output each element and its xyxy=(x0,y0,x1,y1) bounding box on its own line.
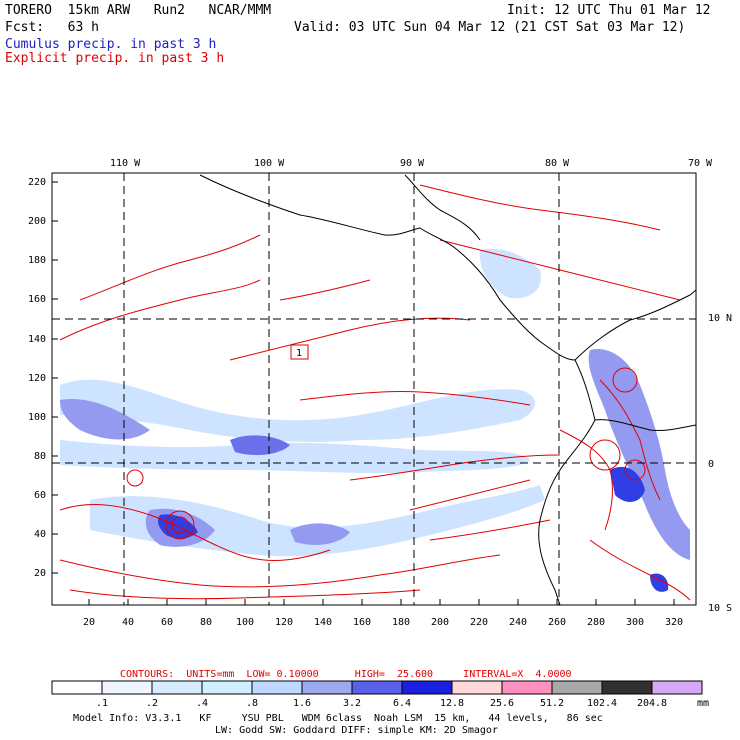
x-tick-label: 120 xyxy=(275,617,293,628)
colorbar-label: 6.4 xyxy=(392,698,412,709)
colorbar-swatch xyxy=(51,680,103,695)
x-axis: 20 40 60 80 100 120 140 160 180 200 220 … xyxy=(83,617,683,628)
y-tick-label: 80 xyxy=(34,451,46,462)
lon-label-110w: 110 W xyxy=(110,158,141,169)
init-time: Init: 12 UTC Thu 01 Mar 12 xyxy=(507,3,711,18)
y-tick-label: 120 xyxy=(28,373,46,384)
explicit-legend: Explicit precip. in past 3 h xyxy=(5,51,225,66)
lon-label-80w: 80 W xyxy=(545,158,570,169)
x-tick-label: 80 xyxy=(200,617,212,628)
axis-ticks xyxy=(52,181,675,605)
model-info: Model Info: V3.3.1 KF YSU PBL WDM 6class… xyxy=(73,713,603,724)
colorbar-swatch xyxy=(101,680,153,695)
colorbar-swatch xyxy=(251,680,303,695)
colorbar-label: 204.8 xyxy=(636,698,668,709)
y-axis: 220 200 180 160 140 120 100 80 60 40 20 xyxy=(28,177,46,579)
x-tick-label: 200 xyxy=(431,617,449,628)
x-tick-label: 240 xyxy=(509,617,527,628)
lat-label-10n: 10 N xyxy=(708,313,732,324)
colorbar-label: .2 xyxy=(145,698,159,709)
colorbar-swatch xyxy=(601,680,653,695)
contours-info: CONTOURS: UNITS=mm LOW= 0.10000 HIGH= 25… xyxy=(120,669,572,680)
x-tick-label: 320 xyxy=(665,617,683,628)
lat-label-0: 0 xyxy=(708,459,714,470)
colorbar-swatch xyxy=(201,680,253,695)
x-tick-label: 280 xyxy=(587,617,605,628)
colorbar-label: 1.6 xyxy=(292,698,312,709)
y-tick-label: 60 xyxy=(34,490,46,501)
lon-label-70w: 70 W xyxy=(688,158,713,169)
colorbar-swatch xyxy=(351,680,403,695)
model-title: TORERO 15km ARW Run2 NCAR/MMM xyxy=(5,3,272,18)
x-tick-label: 60 xyxy=(161,617,173,628)
y-tick-label: 140 xyxy=(28,334,46,345)
y-tick-label: 160 xyxy=(28,294,46,305)
x-tick-label: 160 xyxy=(353,617,371,628)
x-tick-label: 180 xyxy=(392,617,410,628)
valid-time: Valid: 03 UTC Sun 04 Mar 12 (21 CST Sat … xyxy=(294,20,686,35)
lat-lon-grid xyxy=(52,173,696,605)
colorbar-label: .8 xyxy=(245,698,259,709)
coastlines xyxy=(199,174,696,605)
colorbar-unit: mm xyxy=(696,698,710,709)
colorbar-label: 12.8 xyxy=(439,698,465,709)
x-tick-label: 140 xyxy=(314,617,332,628)
y-tick-label: 220 xyxy=(28,177,46,188)
y-tick-label: 180 xyxy=(28,255,46,266)
y-tick-label: 200 xyxy=(28,216,46,227)
x-tick-label: 100 xyxy=(236,617,254,628)
x-tick-label: 40 xyxy=(122,617,134,628)
colorbar-swatch xyxy=(151,680,203,695)
colorbar-label: .1 xyxy=(95,698,109,709)
colorbar-label: 25.6 xyxy=(489,698,515,709)
colorbar-swatch xyxy=(301,680,353,695)
lon-label-100w: 100 W xyxy=(254,158,285,169)
lat-label-10s: 10 S xyxy=(708,603,732,614)
contour-label-text: 1 xyxy=(296,348,302,359)
colorbar-swatch xyxy=(551,680,603,695)
x-tick-label: 300 xyxy=(626,617,644,628)
colorbar-swatch xyxy=(401,680,453,695)
forecast-hour: Fcst: 63 h xyxy=(5,20,99,35)
colorbar-swatch xyxy=(451,680,503,695)
colorbar-label: 51.2 xyxy=(539,698,565,709)
x-tick-label: 20 xyxy=(83,617,95,628)
x-tick-label: 260 xyxy=(548,617,566,628)
physics-info: LW: Godd SW: Goddard DIFF: simple KM: 2D… xyxy=(215,725,498,736)
explicit-precip-contours xyxy=(59,184,691,601)
y-tick-label: 40 xyxy=(34,529,46,540)
colorbar-label: 102.4 xyxy=(586,698,618,709)
colorbar-label: 3.2 xyxy=(342,698,362,709)
lon-label-90w: 90 W xyxy=(400,158,425,169)
cumulus-legend: Cumulus precip. in past 3 h xyxy=(5,37,217,52)
y-tick-label: 100 xyxy=(28,412,46,423)
map-frame xyxy=(51,172,697,606)
colorbar-label: .4 xyxy=(195,698,209,709)
x-tick-label: 220 xyxy=(470,617,488,628)
colorbar-swatch xyxy=(501,680,553,695)
contour-label-box xyxy=(290,344,309,360)
colorbar xyxy=(51,680,703,695)
colorbar-swatch xyxy=(651,680,703,695)
y-tick-label: 20 xyxy=(34,568,46,579)
cumulus-precip-shading xyxy=(60,248,690,592)
